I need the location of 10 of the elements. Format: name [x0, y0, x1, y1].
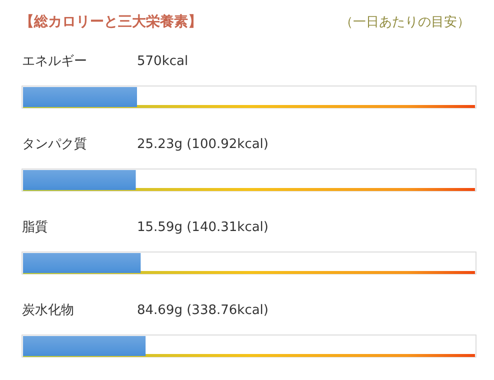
y-tick-label: タンパク質	[22, 137, 87, 152]
chart-title: 【総カロリーと三大栄養素】	[20, 13, 202, 30]
annotation: 25.23g (100.92kcal)	[137, 137, 268, 152]
y-tick-label: エネルギー	[22, 54, 87, 69]
y-tick-label: 脂質	[22, 220, 48, 235]
annotation: 84.69g (338.76kcal)	[137, 303, 268, 318]
annotation: 15.59g (140.31kcal)	[137, 220, 268, 235]
y-tick-label: 炭水化物	[22, 303, 74, 318]
annotation: 570kcal	[137, 54, 188, 69]
text: （一日あたりの目安）	[340, 14, 470, 30]
